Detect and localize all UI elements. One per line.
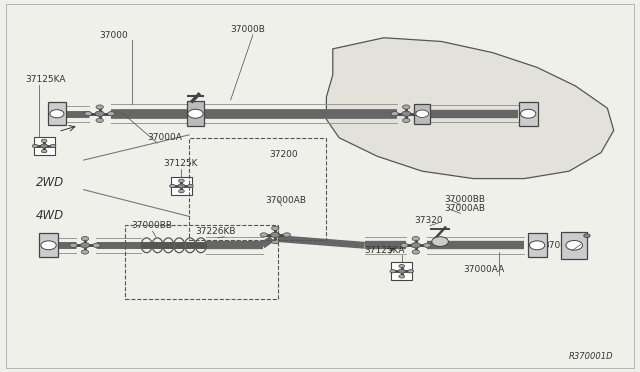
Circle shape [412, 250, 419, 254]
Text: 37320: 37320 [415, 216, 443, 225]
Circle shape [95, 111, 104, 116]
Bar [527, 233, 547, 257]
Text: R370001D: R370001D [569, 352, 614, 361]
Circle shape [408, 270, 413, 273]
Circle shape [271, 240, 279, 244]
Bar [48, 102, 66, 125]
Circle shape [81, 237, 89, 241]
Circle shape [170, 185, 175, 187]
Circle shape [41, 139, 47, 142]
Circle shape [260, 233, 268, 237]
Circle shape [96, 118, 103, 122]
Circle shape [40, 144, 48, 148]
Circle shape [529, 241, 545, 250]
Circle shape [108, 112, 115, 116]
Bar [125, 225, 278, 299]
Bar [391, 262, 412, 280]
Text: 37200: 37200 [269, 150, 298, 159]
Circle shape [390, 270, 396, 273]
Bar [186, 101, 204, 126]
Circle shape [520, 109, 536, 118]
Circle shape [41, 241, 56, 250]
Bar [518, 102, 538, 126]
Circle shape [391, 112, 398, 116]
Circle shape [584, 234, 590, 237]
Text: 37000AB: 37000AB [266, 196, 307, 205]
Circle shape [84, 112, 92, 116]
Text: 2WD: 2WD [36, 176, 64, 189]
Circle shape [81, 243, 90, 248]
Text: 37000BB: 37000BB [132, 221, 173, 231]
Circle shape [271, 232, 280, 238]
Circle shape [188, 185, 193, 187]
Text: 37000AB: 37000AB [445, 204, 486, 213]
Circle shape [178, 184, 185, 188]
Text: 37000A: 37000A [148, 133, 182, 142]
Bar [189, 138, 326, 240]
Circle shape [414, 112, 421, 116]
Circle shape [412, 237, 419, 241]
Text: 37125KA: 37125KA [365, 246, 405, 254]
Circle shape [566, 240, 582, 250]
Circle shape [399, 264, 404, 268]
Circle shape [32, 144, 38, 148]
Text: 37000AA: 37000AA [464, 265, 505, 274]
Circle shape [96, 105, 103, 109]
Bar [414, 103, 431, 124]
Text: 37000BB: 37000BB [445, 195, 486, 204]
Circle shape [399, 275, 404, 278]
Bar [39, 233, 58, 257]
Circle shape [416, 110, 429, 118]
Circle shape [188, 109, 203, 118]
Circle shape [403, 105, 410, 109]
Circle shape [81, 250, 89, 254]
Circle shape [93, 243, 100, 247]
Text: 37000BA: 37000BA [543, 241, 584, 250]
Text: 37000B: 37000B [230, 25, 266, 34]
Circle shape [424, 243, 431, 247]
Text: 37226KB: 37226KB [195, 227, 236, 236]
Circle shape [50, 144, 56, 148]
Circle shape [50, 110, 64, 118]
Circle shape [271, 226, 279, 230]
Circle shape [70, 243, 77, 247]
Circle shape [398, 269, 405, 273]
Circle shape [403, 118, 410, 122]
Text: 37125KA: 37125KA [25, 75, 65, 84]
Text: 4WD: 4WD [36, 209, 64, 222]
Text: 37125K: 37125K [164, 159, 198, 168]
Circle shape [432, 237, 449, 246]
Circle shape [179, 189, 184, 193]
Circle shape [41, 150, 47, 153]
Circle shape [402, 111, 411, 116]
Bar [33, 137, 54, 155]
Polygon shape [326, 38, 614, 179]
Circle shape [179, 179, 184, 183]
Circle shape [401, 243, 408, 247]
Text: 37000: 37000 [100, 31, 129, 39]
Bar [171, 177, 192, 195]
Circle shape [411, 243, 420, 248]
Circle shape [283, 233, 291, 237]
Bar [561, 232, 587, 259]
